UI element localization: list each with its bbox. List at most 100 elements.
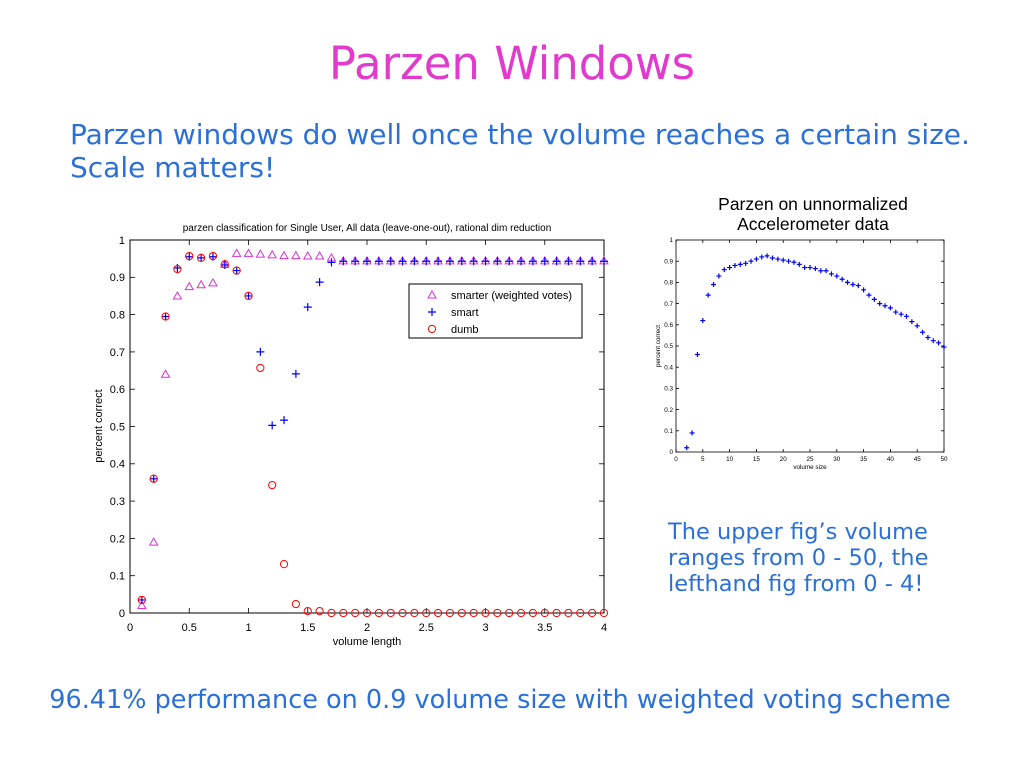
volume-range-note: The upper fig’s volume ranges from 0 - 5…	[668, 519, 988, 597]
legend-smart-marker	[428, 308, 436, 316]
data-point-marker	[694, 351, 700, 357]
dumb-marker	[161, 312, 170, 321]
smart-marker	[457, 257, 466, 266]
data-point-marker	[866, 292, 872, 298]
x-tick-label: 15	[753, 456, 761, 463]
smart-marker	[268, 421, 277, 430]
smart-marker	[197, 253, 206, 262]
dumb-marker	[173, 264, 182, 274]
data-point-marker	[861, 287, 867, 293]
dumb-marker	[351, 608, 360, 618]
dumb-marker	[457, 608, 466, 618]
data-point-marker	[882, 303, 888, 309]
y-tick-label: 0.5	[110, 421, 125, 433]
dumb-marker	[244, 291, 253, 301]
data-point-marker	[764, 253, 770, 259]
smarter-marker	[196, 279, 206, 289]
intro-text: Parzen windows do well once the volume r…	[70, 118, 1010, 184]
data-point-marker	[909, 319, 915, 325]
data-point-marker	[807, 265, 813, 271]
data-point-marker	[711, 282, 717, 288]
smart-marker	[481, 257, 490, 266]
x-tick-label: 1.5	[300, 622, 315, 634]
data-point-marker	[903, 313, 909, 319]
dumb-marker	[588, 608, 597, 618]
x-axis-label: volume size	[793, 464, 827, 471]
y-tick-label: 1	[119, 235, 125, 247]
y-tick-label: 0.8	[664, 280, 673, 287]
data-series	[137, 251, 609, 618]
data-point-marker	[850, 282, 856, 288]
plot-area	[675, 239, 945, 453]
smart-marker	[351, 257, 360, 266]
dumb-marker	[481, 608, 490, 618]
dumb-marker	[516, 608, 526, 618]
smart-marker	[564, 257, 573, 266]
x-tick-label: 5	[701, 456, 705, 463]
smart-marker	[398, 257, 407, 266]
data-point-marker	[780, 257, 786, 263]
data-point-marker	[887, 305, 893, 311]
x-tick-label: 10	[726, 456, 734, 463]
data-point-marker	[716, 273, 722, 279]
dumb-marker	[149, 474, 158, 483]
y-tick-label: 0.1	[110, 571, 125, 583]
dumb-marker	[279, 560, 289, 569]
data-point-marker	[893, 309, 899, 315]
data-point-marker	[791, 259, 797, 265]
tick-marks	[129, 239, 605, 614]
smart-marker	[434, 257, 443, 266]
dumb-marker	[469, 608, 478, 618]
y-tick-label: 0.4	[110, 459, 125, 471]
slide-title: Parzen Windows	[328, 37, 696, 90]
smart-marker	[256, 347, 265, 356]
smart-marker	[386, 257, 395, 266]
x-tick-label: 3.5	[537, 622, 552, 634]
smart-marker	[244, 291, 253, 300]
dumb-marker	[528, 608, 537, 618]
smart-marker	[540, 257, 549, 266]
smart-marker	[149, 474, 158, 483]
x-tick-label: 45	[914, 456, 922, 463]
left-chart: parzen classification for Single User, A…	[93, 223, 609, 648]
dumb-marker	[576, 608, 585, 618]
legend-entry: smart	[428, 307, 479, 319]
smart-marker	[374, 257, 383, 266]
y-tick-label: 0.4	[664, 364, 673, 371]
smart-marker	[339, 257, 348, 266]
data-point-marker	[812, 266, 818, 272]
data-point-marker	[877, 301, 883, 307]
smart-marker	[280, 416, 289, 425]
data-point-marker	[845, 279, 851, 285]
smart-marker	[327, 258, 336, 267]
y-tick-label: 0.6	[664, 322, 673, 329]
x-tick-label: 1	[245, 622, 251, 634]
dumb-marker	[386, 608, 395, 618]
data-point-marker	[925, 335, 931, 341]
dumb-marker	[552, 608, 561, 618]
note-line: The upper fig’s volume	[668, 519, 928, 545]
smarter-marker	[148, 537, 159, 546]
y-axis-label: percent correct	[93, 389, 105, 462]
y-tick-label: 0.2	[664, 407, 673, 414]
x-tick-label: 0	[674, 456, 678, 463]
y-tick-label: 0.5	[664, 343, 673, 350]
smart-marker	[576, 257, 585, 266]
y-tick-label: 0	[669, 449, 673, 456]
data-point-marker	[732, 262, 738, 268]
smarter-marker	[243, 248, 254, 257]
dumb-marker	[434, 608, 443, 618]
legend-entry: smarter (weighted votes)	[427, 289, 572, 302]
dumb-marker	[208, 251, 218, 261]
data-point-marker	[941, 344, 947, 350]
data-point-marker	[684, 445, 690, 451]
smart-marker	[469, 257, 478, 266]
smart-marker	[137, 595, 146, 604]
data-point-marker	[753, 256, 759, 262]
data-point-marker	[700, 318, 706, 324]
right-chart: volume size percent correct 0 5 10 15 20 25 30…	[655, 237, 948, 471]
x-tick-label: 35	[860, 456, 868, 463]
dumb-marker	[362, 608, 372, 618]
data-point-marker	[914, 323, 920, 329]
data-point-marker	[855, 283, 861, 289]
